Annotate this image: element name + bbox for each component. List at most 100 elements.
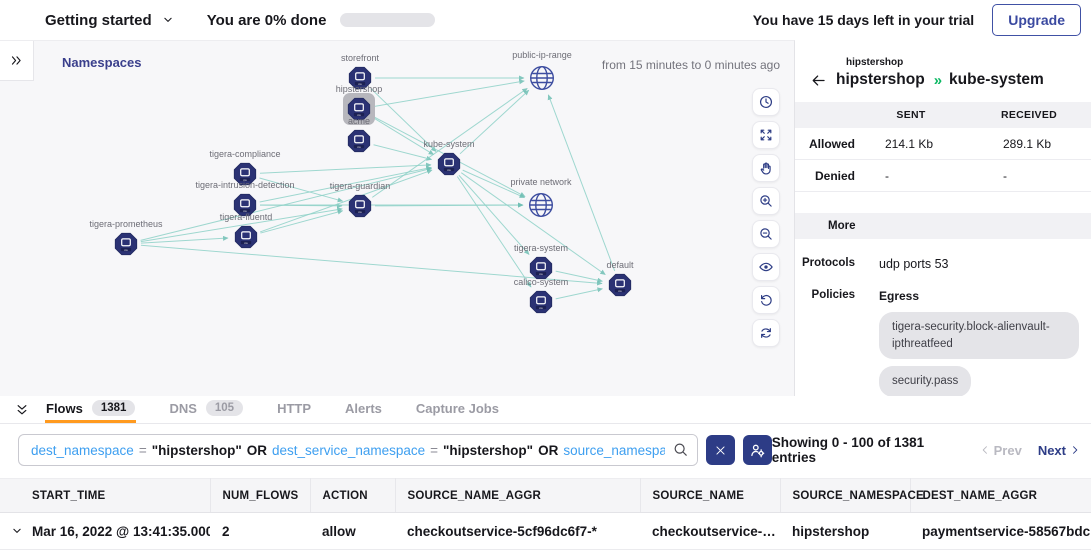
next-page-button[interactable]: Next [1038,443,1081,458]
zoom-out-button[interactable] [752,220,780,248]
namespace-node-icon: ns [234,225,258,249]
upgrade-button[interactable]: Upgrade [992,4,1081,36]
back-button[interactable] [810,72,827,89]
policies-row: Policies Egress tigera-security.block-al… [795,289,1091,396]
flow-cell: hipstershop [780,512,910,550]
tab-flows[interactable]: Flows 1381 [45,396,137,423]
node-label: calico-system [513,277,569,287]
undo-icon [758,292,774,308]
policy-tag[interactable]: tigera-security.block-alienvault-ipthrea… [879,312,1079,360]
column-header-source_name[interactable]: SOURCE_NAME [640,478,781,513]
tab-label: Capture Jobs [415,400,499,416]
visibility-button[interactable] [752,253,780,281]
flow-cell: paymentservice-58567bdc [910,512,1091,550]
refresh-button[interactable] [752,319,780,347]
pan-icon [758,160,774,176]
flow-cell: checkoutservice-5cf96dc6f7-* [395,512,640,550]
node-label: private network [510,177,572,187]
node-label: tigera-compliance [209,149,281,159]
expand-side-panel-tab[interactable] [0,41,34,81]
query-token-value: "hipstershop" [151,442,242,458]
query-token-op: = [430,442,439,458]
bottom-panel: Flows 1381 DNS 105 HTTP Alerts Capture Jobs de… [0,396,1091,551]
pan-button[interactable] [752,154,780,182]
protocols-label: Protocols [801,257,855,269]
protocols-row: Protocols udp ports 53 [795,257,1091,271]
tab-dns[interactable]: DNS 105 [168,396,244,423]
tab-capture-jobs[interactable]: Capture Jobs [415,396,500,423]
column-header-source_namespace[interactable]: SOURCE_NAMESPACE [780,478,924,513]
namespace-node-icon: ns [233,193,257,217]
query-token-field: dest_namespace [31,442,134,458]
allowed-label: Allowed [808,136,855,151]
zoom-in-icon [758,193,774,209]
received-column-header: RECEIVED [1000,109,1058,121]
flow-row[interactable]: Mar 16, 2022 @ 13:41:35.000 2 allow checkou… [0,512,1091,550]
progress-label: You are 0% done [206,11,327,29]
flows-filter-input[interactable]: dest_namespace = "hipstershop" OR dest_servi… [18,434,698,466]
tab-label: DNS [169,400,197,416]
network-globe-icon [526,190,556,220]
allowed-received-value: 289.1 Kb [1003,136,1052,151]
node-label: tigera-prometheus [89,219,163,229]
tab-label: Flows [46,400,83,416]
svg-text:ns: ns [243,178,247,182]
undo-button[interactable] [752,286,780,314]
sent-column-header: SENT [896,109,926,121]
expand-row-icon[interactable] [10,524,24,538]
svg-text:ns: ns [243,209,247,213]
tab-label: Alerts [345,400,382,416]
namespace-node-icon: ns [608,273,632,297]
user-settings-button[interactable] [742,435,772,465]
detail-context-label: hipstershop [846,57,904,68]
flow-direction-separator: » [933,71,942,89]
clear-filter-button[interactable] [705,435,735,465]
node-label: tigera-fluentd [219,212,273,222]
next-label: Next [1037,442,1066,458]
column-header-source_name_aggr[interactable]: SOURCE_NAME_AGGR [395,478,641,513]
graph-toolbar [752,88,780,347]
flow-cell: allow [310,512,395,550]
node-label: tigera-intrusion-detection [195,180,295,190]
svg-text:ns: ns [244,241,248,245]
svg-text:ns: ns [539,272,543,276]
tab-count-badge: 1381 [91,400,136,416]
visibility-icon [758,259,774,275]
query-token-field: source_namespace [563,442,682,458]
tab-alerts[interactable]: Alerts [344,396,383,423]
policy-tag[interactable]: security.pass [879,366,972,396]
history-icon [758,94,774,110]
flows-table-header-row: START_TIME NUM_FLOWS ACTION SOURCE_NAME_AGG… [0,478,1091,513]
search-icon [673,442,689,458]
chevron-right-icon [1069,444,1081,456]
fit-screen-icon [758,127,774,143]
denied-received-value: - [1003,168,1007,183]
svg-text:ns: ns [358,82,362,86]
breadcrumb: hipstershop » kube-system [810,71,1091,89]
namespace-node-icon: ns [114,232,138,256]
node-label: public-ip-range [512,50,572,60]
collapse-panel-button[interactable] [14,402,30,418]
traffic-row-allowed: Allowed 214.1 Kb 289.1 Kb [795,128,1091,160]
zoom-in-button[interactable] [752,187,780,215]
history-button[interactable] [752,88,780,116]
column-header-action[interactable]: ACTION [310,478,396,513]
flow-cell: Mar 16, 2022 @ 13:41:35.000 [0,512,210,550]
tab-label: HTTP [277,400,312,416]
namespace-node-icon: ns [437,152,461,176]
getting-started-label: Getting started [45,11,152,29]
traffic-row-denied: Denied - - [795,160,1091,192]
column-header-num_flows[interactable]: NUM_FLOWS [210,478,311,513]
more-section-header: More [795,213,1091,239]
node-label: default [606,260,634,270]
column-header-dest_name_aggr[interactable]: DEST_NAME_AGGR [910,478,1091,513]
column-header-start_time[interactable]: START_TIME [0,478,211,513]
prev-page-button[interactable]: Prev [979,443,1022,458]
main-area: Namespaces from 15 minutes to 0 minutes … [0,40,1091,396]
tab-http[interactable]: HTTP [276,396,312,423]
tab-count-badge: 105 [205,400,244,416]
fit-screen-button[interactable] [752,121,780,149]
node-label: storefront [340,53,380,63]
getting-started-menu[interactable]: Getting started [45,12,175,29]
network-globe-icon [527,63,557,93]
